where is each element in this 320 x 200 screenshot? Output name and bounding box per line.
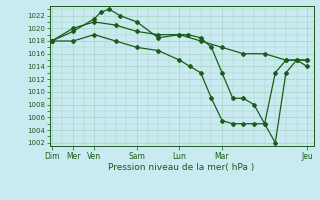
X-axis label: Pression niveau de la mer( hPa ): Pression niveau de la mer( hPa ) — [108, 163, 255, 172]
